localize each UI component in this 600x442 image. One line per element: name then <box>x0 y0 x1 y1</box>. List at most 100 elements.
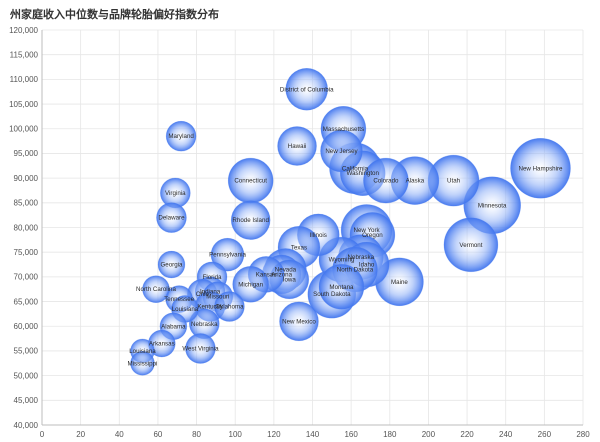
bubble[interactable] <box>232 265 269 303</box>
bubble-label: Connecticut <box>234 178 267 185</box>
bubble-label: West Virginia <box>182 345 219 352</box>
x-tick-label: 180 <box>383 430 397 439</box>
bubble-label: Florida <box>203 274 222 281</box>
bubble[interactable] <box>285 67 329 111</box>
x-tick-label: 220 <box>460 430 474 439</box>
bubble-label: Pennsylvania <box>209 252 246 259</box>
bubble[interactable] <box>510 137 571 199</box>
bubble[interactable] <box>363 157 409 204</box>
y-tick-label: 120,000 <box>9 26 38 35</box>
y-tick-label: 60,000 <box>14 322 39 331</box>
y-tick-label: 80,000 <box>14 223 39 232</box>
x-tick-label: 60 <box>153 430 162 439</box>
bubble-label: Arkansas <box>149 341 175 348</box>
y-tick-label: 50,000 <box>14 371 39 380</box>
bubble[interactable] <box>320 129 363 173</box>
bubble-label: Utah <box>447 178 461 185</box>
bubble[interactable] <box>165 120 197 152</box>
axes: 40,000 45,000 50,000 55,000 60,000 65,000 70,0… <box>9 26 590 439</box>
bubble-label: Washington <box>347 170 380 177</box>
y-tick-label: 70,000 <box>14 273 39 282</box>
x-tick-label: 260 <box>538 430 552 439</box>
x-tick-label: 100 <box>229 430 243 439</box>
y-tick-label: 100,000 <box>9 125 38 134</box>
x-tick-label: 0 <box>40 430 45 439</box>
y-tick-label: 75,000 <box>14 248 39 257</box>
bubbles <box>130 67 571 376</box>
bubble-label: Maryland <box>168 133 194 140</box>
bubble[interactable] <box>214 291 245 322</box>
bubble-label: Oklahoma <box>215 304 244 311</box>
bubble-label: Illinois <box>310 232 327 239</box>
bubble-label: Alaska <box>406 178 425 185</box>
y-tick-label: 90,000 <box>14 174 39 183</box>
bubble-label: Indiana <box>200 289 221 296</box>
bubble[interactable] <box>279 301 319 342</box>
bubble-label: Mississippi <box>128 360 158 367</box>
y-tick-label: 65,000 <box>14 297 39 306</box>
x-tick-label: 120 <box>267 430 281 439</box>
bubble-label: Wyoming <box>329 257 355 264</box>
bubble-label: Kansas <box>256 271 277 278</box>
bubble[interactable] <box>142 275 170 304</box>
bubble-label: District of Columbia <box>280 86 334 93</box>
bubble-label: Nevada <box>275 266 297 273</box>
bubble[interactable] <box>156 202 187 233</box>
y-tick-label: 105,000 <box>9 100 38 109</box>
bubble[interactable] <box>185 333 216 364</box>
bubble-label: North Dakota <box>337 266 374 273</box>
bubble-label: New Jersey <box>325 148 358 155</box>
bubble-label: Vermont <box>459 242 482 249</box>
bubble-labels: District of Columbia Maryland Massachusett… <box>128 86 564 367</box>
bubble-label: Colorado <box>373 178 399 185</box>
bubble-label: Hawaii <box>288 143 307 150</box>
bubble-label: Delaware <box>158 215 185 222</box>
bubble-label: South Dakota <box>313 291 351 298</box>
y-tick-label: 40,000 <box>14 421 39 430</box>
bubble-label: California <box>342 165 369 172</box>
bubble-label: Nebraska <box>348 254 375 261</box>
bubble-label: Iowa <box>283 276 297 283</box>
bubble-label: Rhode Island <box>232 217 269 224</box>
bubble-label: Tennessee <box>164 296 194 303</box>
y-tick-label: 55,000 <box>14 347 39 356</box>
y-tick-label: 45,000 <box>14 396 39 405</box>
bubble[interactable] <box>210 237 245 272</box>
bubble-label: New York <box>354 227 381 234</box>
bubble-label: Kentucky <box>197 304 223 311</box>
bubble-label: Michigan <box>238 281 263 288</box>
bubble-label: Maine <box>391 279 408 286</box>
bubble-label: Georgia <box>160 262 183 269</box>
bubble-label: Massachusetts <box>323 126 364 133</box>
bubble-label: Montana <box>329 284 354 291</box>
bubble-label: Texas <box>291 244 307 251</box>
x-tick-label: 40 <box>115 430 124 439</box>
x-tick-label: 200 <box>422 430 436 439</box>
x-tick-label: 20 <box>76 430 85 439</box>
chart-title: 州家庭收入中位数与品牌轮胎偏好指数分布 <box>10 8 219 21</box>
bubble-label: Alabama <box>161 323 186 330</box>
bubble-label: Louisiana <box>129 348 156 355</box>
bubble-label: Nebraska <box>191 321 218 328</box>
bubble[interactable] <box>443 217 499 273</box>
bubble-label: Virginia <box>165 190 186 197</box>
bubble[interactable] <box>318 263 365 310</box>
bubble[interactable] <box>130 350 155 376</box>
x-tick-label: 240 <box>499 430 513 439</box>
bubble[interactable] <box>230 200 271 240</box>
bubble-label: Arizona <box>271 271 293 278</box>
x-tick-label: 140 <box>306 430 320 439</box>
bubble-label: Oregon <box>362 232 383 239</box>
bubble[interactable] <box>157 250 186 279</box>
y-tick-label: 85,000 <box>14 199 39 208</box>
bubble-label: New Mexico <box>282 318 316 325</box>
bubble[interactable] <box>277 126 317 166</box>
y-tick-label: 95,000 <box>14 149 39 158</box>
bubble-label: Louisiana <box>172 306 199 313</box>
bubble-label: Ohio <box>196 291 210 298</box>
x-tick-label: 80 <box>192 430 201 439</box>
x-tick-label: 280 <box>576 430 590 439</box>
bubble-label: Minnesota <box>478 202 507 209</box>
